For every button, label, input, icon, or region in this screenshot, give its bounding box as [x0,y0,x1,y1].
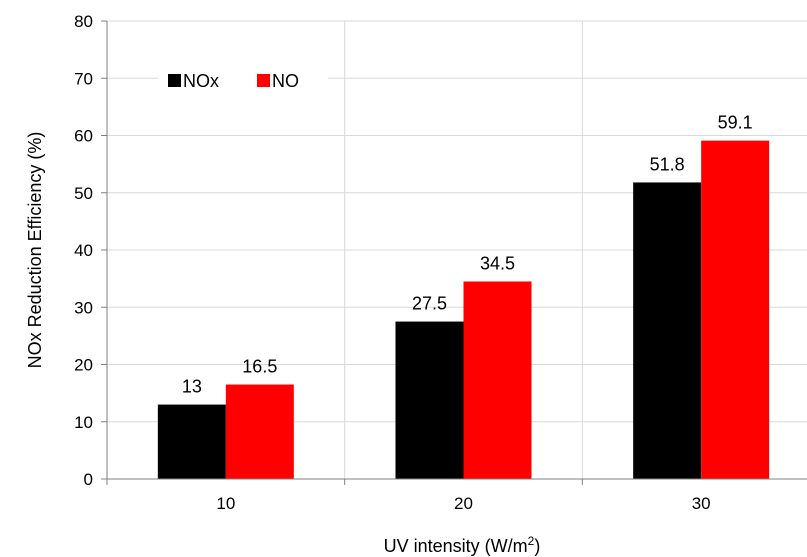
legend-label-nox: NOx [183,71,219,91]
x-tick-label-10: 10 [216,494,235,513]
legend-label-no: NO [272,71,299,91]
y-tick-label-50: 50 [74,184,93,203]
legend-swatch-nox [168,74,181,87]
y-tick-label-10: 10 [74,413,93,432]
y-tick-label-40: 40 [74,241,93,260]
bar-nox-20 [395,321,464,479]
y-tick-label-70: 70 [74,69,93,88]
bar-nox-30 [633,182,702,479]
data-label-nox-30: 51.8 [650,154,685,174]
y-tick-label-80: 80 [74,12,93,31]
data-label-no-20: 34.5 [480,253,515,273]
data-labels: 13 16.5 27.5 34.5 51.8 59.1 [182,113,753,397]
legend-background [158,64,328,98]
x-tick-label-20: 20 [454,494,473,513]
data-label-no-30: 59.1 [718,113,753,133]
data-label-no-10: 16.5 [242,357,277,377]
bar-no-10 [225,384,294,479]
x-axis-title-main: UV intensity (W/m [384,536,528,556]
x-tick-label-30: 30 [692,494,711,513]
y-tick-label-20: 20 [74,356,93,375]
x-axis-title-end: ) [534,536,540,556]
x-tick-labels: 10 20 30 [216,494,710,513]
y-tick-label-60: 60 [74,127,93,146]
bar-no-20 [463,281,532,479]
x-axis-title-superscript: 2 [528,534,535,548]
y-tick-labels: 0 10 20 30 40 50 60 70 80 [74,12,93,489]
legend-swatch-no [257,74,270,87]
y-tick-label-30: 30 [74,298,93,317]
bar-no-30 [701,140,770,479]
data-label-nox-20: 27.5 [412,294,447,314]
x-axis-title: UV intensity (W/m2) [384,534,541,556]
bars [157,140,770,479]
legend: NOx NO [158,64,328,98]
axes [101,20,807,485]
y-tick-label-0: 0 [84,470,93,489]
bar-nox-10 [157,404,226,479]
data-label-nox-10: 13 [182,377,202,397]
y-axis-title: NOx Reduction Efficiency (%) [25,132,45,369]
